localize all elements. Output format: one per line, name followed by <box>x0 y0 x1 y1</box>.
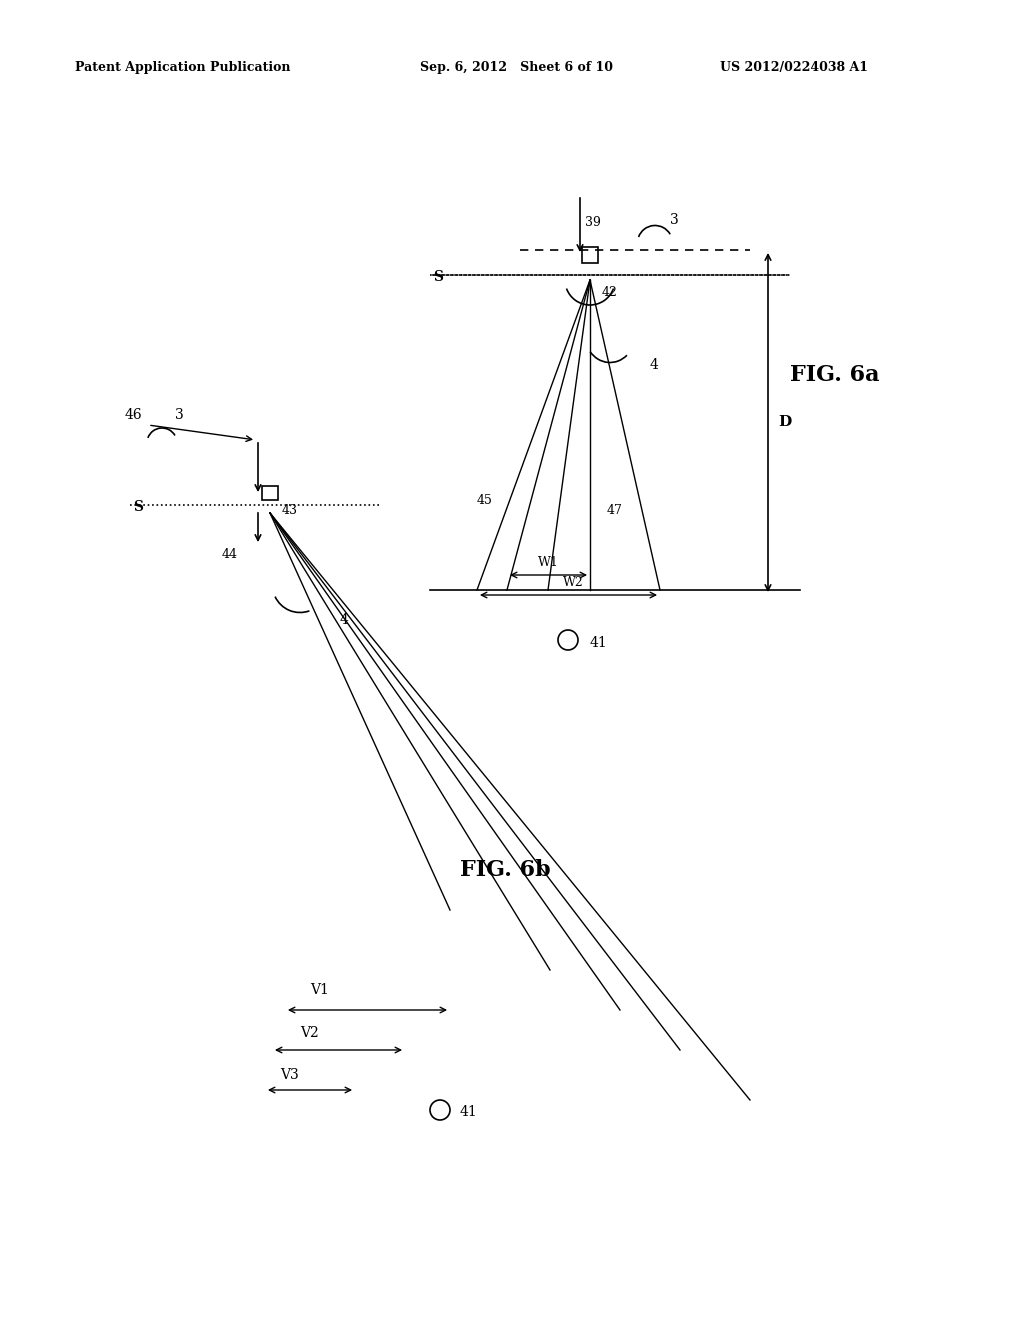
Text: Sep. 6, 2012   Sheet 6 of 10: Sep. 6, 2012 Sheet 6 of 10 <box>420 62 613 74</box>
Text: 42: 42 <box>602 286 617 300</box>
Text: US 2012/0224038 A1: US 2012/0224038 A1 <box>720 62 868 74</box>
Text: FIG. 6a: FIG. 6a <box>790 364 880 385</box>
Text: 3: 3 <box>670 213 679 227</box>
Text: 4: 4 <box>340 612 349 627</box>
Text: V1: V1 <box>310 983 329 997</box>
Bar <box>582 247 598 263</box>
Text: W1: W1 <box>538 557 559 569</box>
Text: 41: 41 <box>460 1105 478 1119</box>
Text: 45: 45 <box>477 494 493 507</box>
Text: V2: V2 <box>300 1026 318 1040</box>
Text: 46: 46 <box>125 408 142 422</box>
Text: D: D <box>778 416 792 429</box>
Text: Patent Application Publication: Patent Application Publication <box>75 62 291 74</box>
Text: 41: 41 <box>590 636 608 649</box>
Text: 47: 47 <box>607 503 623 516</box>
Text: S: S <box>133 500 143 513</box>
Text: V3: V3 <box>280 1068 299 1082</box>
Text: 39: 39 <box>585 216 601 230</box>
Text: S: S <box>433 271 443 284</box>
Text: 43: 43 <box>282 503 298 516</box>
Text: W2: W2 <box>563 577 584 590</box>
Text: 44: 44 <box>222 549 238 561</box>
Bar <box>262 486 278 500</box>
Text: 3: 3 <box>175 408 183 422</box>
Text: FIG. 6b: FIG. 6b <box>460 859 551 880</box>
Text: 4: 4 <box>650 358 658 372</box>
